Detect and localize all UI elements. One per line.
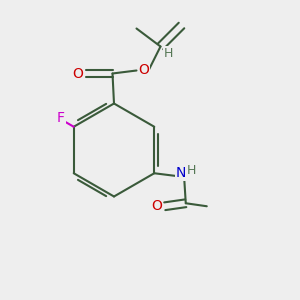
Text: H: H [187,164,196,177]
Text: H: H [163,46,173,60]
Text: O: O [73,67,83,80]
Text: O: O [139,64,149,77]
Text: F: F [57,112,65,125]
Text: N: N [176,166,187,180]
Text: O: O [151,199,162,213]
